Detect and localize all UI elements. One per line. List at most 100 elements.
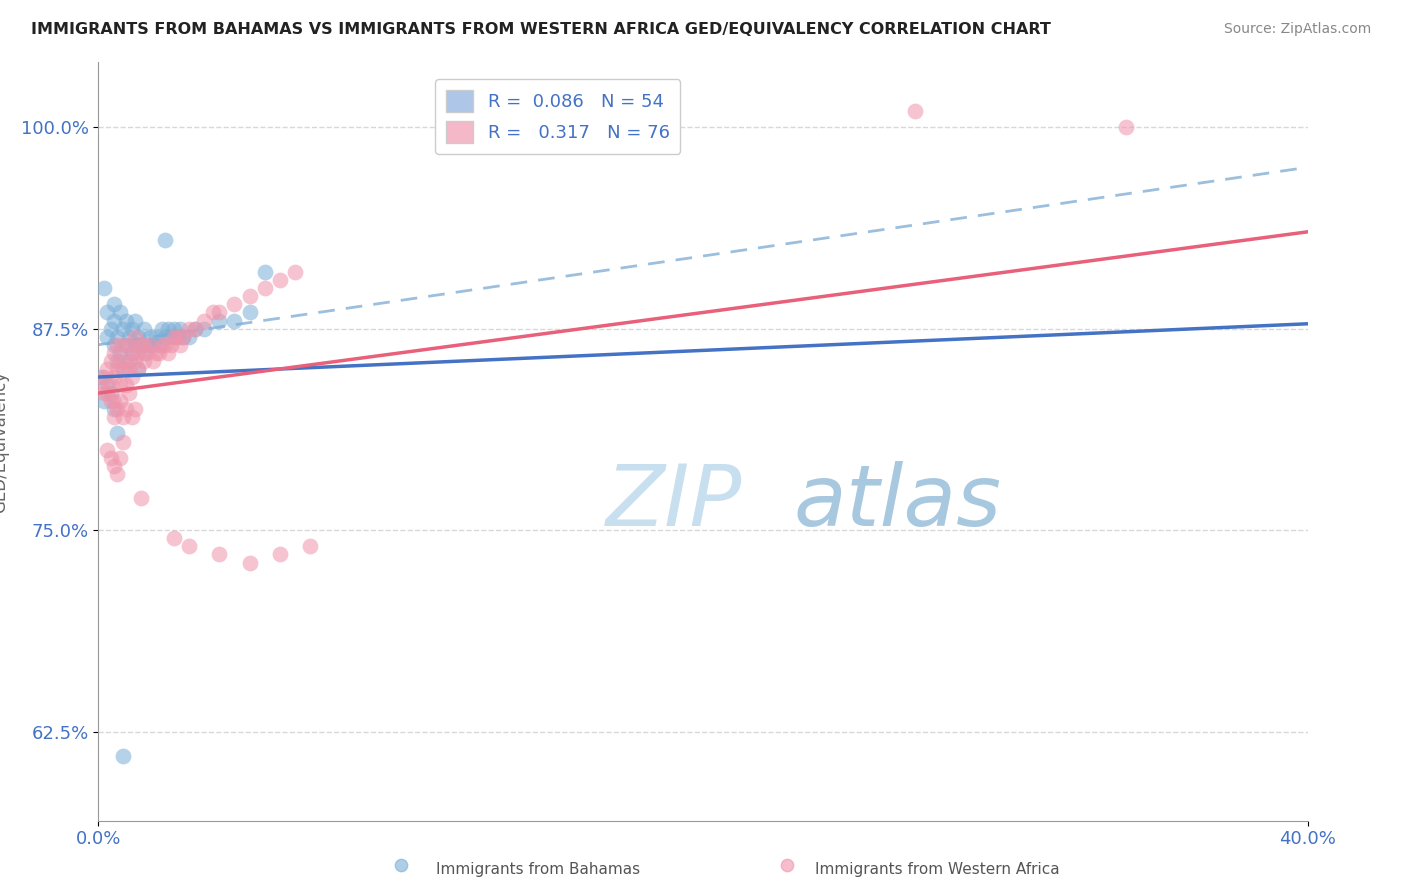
Point	[269, 273, 291, 287]
Point	[156, 346, 179, 360]
Point	[169, 321, 191, 335]
Point	[389, 858, 412, 872]
Point	[105, 329, 128, 343]
Point	[118, 362, 141, 376]
Text: Source: ZipAtlas.com: Source: ZipAtlas.com	[1223, 22, 1371, 37]
Point	[148, 346, 170, 360]
Point	[93, 370, 115, 384]
Point	[114, 378, 136, 392]
Point	[202, 305, 225, 319]
Point	[148, 337, 170, 351]
Point	[184, 321, 207, 335]
Point	[111, 749, 134, 764]
Point	[100, 450, 122, 465]
Point	[96, 386, 118, 401]
Point	[127, 362, 149, 376]
Legend: R =  0.086   N = 54, R =   0.317   N = 76: R = 0.086 N = 54, R = 0.317 N = 76	[436, 79, 681, 153]
Point	[100, 394, 122, 409]
Point	[103, 346, 125, 360]
Point	[108, 354, 131, 368]
Point	[142, 337, 165, 351]
Point	[269, 548, 291, 562]
Point	[118, 386, 141, 401]
Point	[153, 233, 176, 247]
Point	[284, 265, 307, 279]
Point	[124, 329, 146, 343]
Point	[208, 313, 231, 327]
Point	[100, 354, 122, 368]
Point	[108, 305, 131, 319]
Point	[239, 556, 262, 570]
Point	[103, 313, 125, 327]
Point	[93, 281, 115, 295]
Point	[172, 329, 194, 343]
Point	[93, 386, 115, 401]
Point	[103, 402, 125, 417]
Point	[121, 346, 143, 360]
Point	[179, 329, 201, 343]
Point	[132, 337, 155, 351]
Point	[103, 297, 125, 311]
Point	[150, 321, 173, 335]
Text: atlas: atlas	[793, 460, 1001, 544]
Point	[299, 540, 322, 554]
Point	[103, 370, 125, 384]
Point	[163, 532, 186, 546]
Point	[153, 329, 176, 343]
Point	[103, 458, 125, 473]
Point	[139, 329, 162, 343]
Point	[90, 370, 112, 384]
Point	[124, 402, 146, 417]
Point	[169, 337, 191, 351]
Point	[239, 305, 262, 319]
Point	[253, 265, 276, 279]
Point	[224, 313, 246, 327]
Point	[121, 346, 143, 360]
Point	[96, 362, 118, 376]
Text: ZIP: ZIP	[606, 460, 742, 544]
Point	[160, 337, 183, 351]
Point	[904, 103, 927, 118]
Point	[127, 362, 149, 376]
Point	[103, 410, 125, 425]
Point	[139, 337, 162, 351]
Point	[90, 378, 112, 392]
Point	[184, 321, 207, 335]
Point	[105, 354, 128, 368]
Point	[105, 402, 128, 417]
Point	[114, 402, 136, 417]
Point	[129, 337, 152, 351]
Point	[111, 410, 134, 425]
Point	[108, 394, 131, 409]
Point	[153, 337, 176, 351]
Point	[127, 346, 149, 360]
Point	[118, 354, 141, 368]
Point	[121, 410, 143, 425]
Point	[114, 354, 136, 368]
Point	[111, 434, 134, 449]
Point	[132, 346, 155, 360]
Point	[145, 329, 167, 343]
Point	[193, 321, 215, 335]
Point	[208, 548, 231, 562]
Point	[100, 386, 122, 401]
Point	[193, 313, 215, 327]
Point	[135, 346, 157, 360]
Point	[160, 329, 183, 343]
Point	[114, 313, 136, 327]
Point	[179, 540, 201, 554]
Point	[114, 337, 136, 351]
Point	[108, 378, 131, 392]
Point	[150, 337, 173, 351]
Point	[96, 442, 118, 457]
Point	[108, 450, 131, 465]
Point	[124, 313, 146, 327]
Point	[96, 305, 118, 319]
Point	[121, 321, 143, 335]
Y-axis label: GED/Equivalency: GED/Equivalency	[0, 370, 10, 513]
Point	[129, 337, 152, 351]
Point	[163, 321, 186, 335]
Point	[111, 321, 134, 335]
Point	[166, 329, 188, 343]
Point	[124, 354, 146, 368]
